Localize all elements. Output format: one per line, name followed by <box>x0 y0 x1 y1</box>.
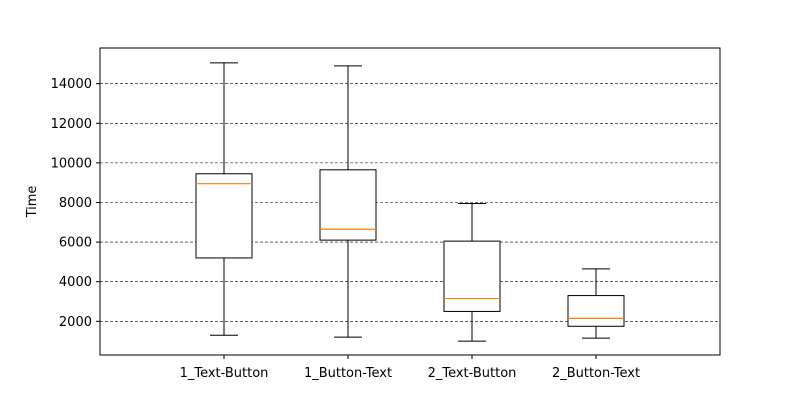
y-tick-label: 2000 <box>59 315 92 330</box>
y-tick-label: 4000 <box>59 275 92 290</box>
box-2 <box>319 65 377 338</box>
y-axis-label: Time <box>25 186 40 219</box>
y-axis-ticks: 2000 4000 6000 8000 10000 12000 14000 <box>51 77 100 330</box>
y-tick-label: 14000 <box>51 77 92 92</box>
x-tick-label: 2_Button-Text <box>552 366 640 381</box>
box-1 <box>195 62 253 336</box>
box-4 <box>567 268 625 339</box>
y-tick-label: 6000 <box>59 236 92 251</box>
box-3 <box>443 202 501 342</box>
y-tick-label: 10000 <box>51 156 92 171</box>
iqr-box <box>443 240 501 312</box>
x-tick-label: 1_Button-Text <box>304 366 392 381</box>
y-tick-label: 12000 <box>51 117 92 132</box>
iqr-box <box>319 169 377 241</box>
iqr-box <box>195 173 253 259</box>
boxes <box>195 62 625 342</box>
x-axis-ticks: 1_Text-Button 1_Button-Text 2_Text-Button 2… <box>180 355 640 381</box>
grid-lines <box>100 83 720 322</box>
y-tick-label: 8000 <box>59 196 92 211</box>
iqr-box <box>567 295 625 327</box>
plot-frame <box>99 47 721 356</box>
x-tick-label: 1_Text-Button <box>180 366 269 381</box>
x-tick-label: 2_Text-Button <box>428 366 517 381</box>
